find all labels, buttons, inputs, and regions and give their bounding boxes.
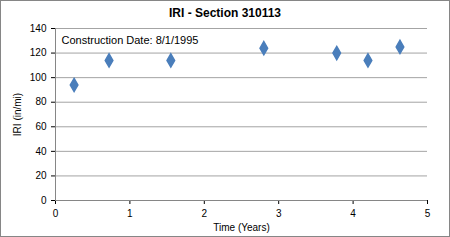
svg-text:0: 0 (41, 195, 47, 206)
svg-text:120: 120 (30, 47, 47, 58)
svg-text:40: 40 (35, 146, 47, 157)
svg-text:2: 2 (202, 208, 208, 219)
svg-text:3: 3 (276, 208, 282, 219)
svg-text:1: 1 (127, 208, 133, 219)
svg-text:IRI (in/mi): IRI (in/mi) (12, 93, 23, 136)
svg-text:60: 60 (35, 121, 47, 132)
svg-text:140: 140 (30, 23, 47, 34)
svg-text:20: 20 (35, 170, 47, 181)
svg-text:80: 80 (35, 96, 47, 107)
svg-text:5: 5 (425, 208, 431, 219)
svg-text:Time (Years): Time (Years) (213, 222, 270, 233)
svg-text:4: 4 (350, 208, 356, 219)
svg-text:0: 0 (53, 208, 59, 219)
svg-text:Construction Date: 8/1/1995: Construction Date: 8/1/1995 (62, 34, 199, 46)
svg-text:100: 100 (30, 72, 47, 83)
html-text:IRI - Section 310113: IRI - Section 310113 (169, 6, 281, 20)
